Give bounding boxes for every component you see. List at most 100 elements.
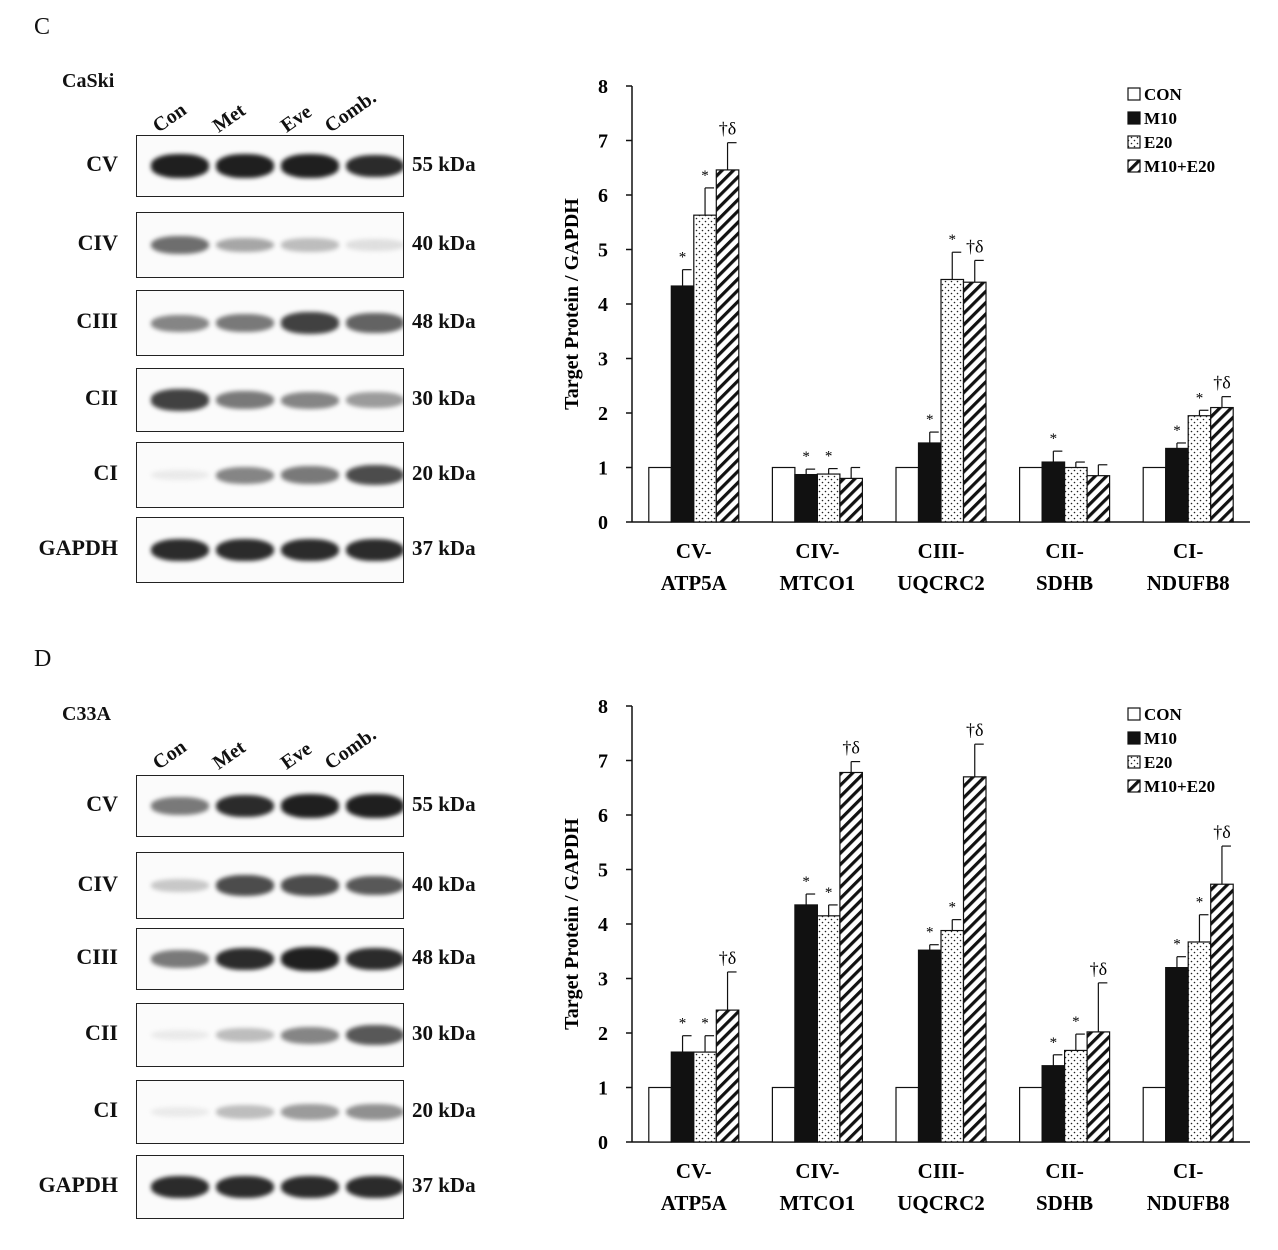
legend-label: M10 xyxy=(1144,729,1177,748)
bar xyxy=(962,281,987,523)
bar-chart-d: Target Protein / GAPDH 0 1 2 3 4 5 6 7 8 * * †δ CV- AT… xyxy=(561,696,1250,1215)
bar xyxy=(895,466,920,523)
blot-row-label: CV xyxy=(86,791,118,816)
y-tick-label: 7 xyxy=(598,751,608,773)
protein-band xyxy=(346,464,403,486)
bar xyxy=(1019,466,1043,523)
blot-row-label: CIII xyxy=(76,308,118,333)
y-tick-label: 2 xyxy=(598,403,608,425)
molecular-weight-label: 30 kDa xyxy=(412,386,476,410)
blot-row-label: GAPDH xyxy=(38,1172,118,1197)
bar xyxy=(1041,461,1066,523)
x-tick-label: CIV- xyxy=(795,1159,839,1183)
blot-membrane xyxy=(136,212,404,278)
blot-row-label: CI xyxy=(93,460,118,485)
legend-swatch xyxy=(1127,87,1141,101)
legend-swatch xyxy=(1127,755,1141,769)
molecular-weight-label: 55 kDa xyxy=(412,792,476,816)
x-tick-label: CII- xyxy=(1045,539,1084,563)
bar-chart-c: Target Protein / GAPDH 0 1 2 3 4 5 6 7 8 * * †δ CV- AT… xyxy=(561,76,1250,595)
significance-dagger-delta: †δ xyxy=(1213,822,1230,842)
blot-row-label: CIV xyxy=(77,870,118,896)
bar xyxy=(670,1051,695,1143)
significance-asterisk: * xyxy=(1072,1014,1080,1030)
legend-label: M10+E20 xyxy=(1144,777,1215,796)
protein-band xyxy=(151,154,209,178)
panel-letter-c: C xyxy=(34,14,51,40)
significance-asterisk: * xyxy=(1173,423,1181,439)
bar xyxy=(648,1086,672,1143)
bar xyxy=(1142,466,1167,523)
protein-band xyxy=(151,538,209,562)
bar xyxy=(648,466,672,523)
bar xyxy=(1142,1086,1167,1143)
protein-band xyxy=(216,1175,274,1199)
significance-dagger-delta: †δ xyxy=(842,738,859,758)
y-tick-label: 4 xyxy=(598,914,608,936)
protein-band xyxy=(151,469,209,481)
protein-band xyxy=(346,392,403,408)
protein-band xyxy=(346,1025,403,1045)
protein-band xyxy=(216,794,274,818)
blot-row-label: CV xyxy=(86,151,118,176)
significance-asterisk: * xyxy=(802,874,810,890)
protein-band xyxy=(281,312,339,334)
molecular-weight-label: 37 kDa xyxy=(412,536,476,560)
x-tick-label: MTCO1 xyxy=(779,1191,855,1215)
blot-membrane xyxy=(136,775,404,837)
bar xyxy=(1086,475,1111,523)
y-tick-label: 0 xyxy=(598,1132,608,1154)
y-tick-label: 8 xyxy=(598,696,608,718)
protein-band xyxy=(151,950,209,968)
protein-band xyxy=(346,313,403,333)
bar xyxy=(1165,967,1189,1143)
x-tick-label: NDUFB8 xyxy=(1147,1191,1230,1215)
y-tick-label: 4 xyxy=(598,294,608,316)
y-tick-label: 6 xyxy=(598,805,608,827)
significance-dagger-delta: †δ xyxy=(1090,959,1107,979)
protein-band xyxy=(281,154,339,178)
y-tick-label: 6 xyxy=(598,185,608,207)
significance-asterisk: * xyxy=(1050,1035,1058,1051)
protein-band xyxy=(281,1175,339,1199)
lane-label: Met xyxy=(208,99,250,138)
significance-dagger-delta: †δ xyxy=(719,119,736,139)
bar xyxy=(816,915,841,1143)
legend-swatch xyxy=(1127,135,1141,149)
x-tick-label: CIII- xyxy=(918,1159,965,1183)
protein-band xyxy=(216,154,274,178)
molecular-weight-label: 55 kDa xyxy=(412,152,476,176)
protein-band xyxy=(216,1028,274,1042)
legend-swatch xyxy=(1127,707,1141,721)
protein-band xyxy=(216,875,274,896)
blot-row-label: CII xyxy=(84,385,118,410)
y-tick-label: 7 xyxy=(598,131,608,153)
x-tick-label: CII- xyxy=(1045,1159,1084,1183)
bar xyxy=(794,904,818,1143)
protein-band xyxy=(216,237,274,253)
protein-band xyxy=(346,947,403,971)
protein-band xyxy=(216,391,274,409)
protein-band xyxy=(346,794,403,818)
protein-band xyxy=(281,391,339,409)
legend-label: CON xyxy=(1144,705,1183,724)
significance-asterisk: * xyxy=(926,412,934,428)
molecular-weight-label: 40 kDa xyxy=(412,871,476,896)
x-tick-label: CV- xyxy=(676,539,712,563)
molecular-weight-label: 20 kDa xyxy=(412,461,476,485)
protein-band xyxy=(281,238,339,252)
significance-asterisk: * xyxy=(825,885,833,901)
bar xyxy=(1210,883,1234,1143)
blot-row-label: CIV xyxy=(77,230,118,255)
blot-membrane xyxy=(136,290,404,356)
protein-band xyxy=(151,797,209,815)
significance-asterisk: * xyxy=(679,1016,687,1032)
y-tick-label: 5 xyxy=(598,240,608,262)
bar xyxy=(771,1086,796,1143)
legend-label: M10+E20 xyxy=(1144,157,1215,176)
blot-row-label: GAPDH xyxy=(38,535,118,560)
legend-label: E20 xyxy=(1144,133,1172,152)
blot-membrane xyxy=(136,442,404,508)
x-tick-label: CIV- xyxy=(795,539,839,563)
lane-label: Con xyxy=(148,98,191,138)
